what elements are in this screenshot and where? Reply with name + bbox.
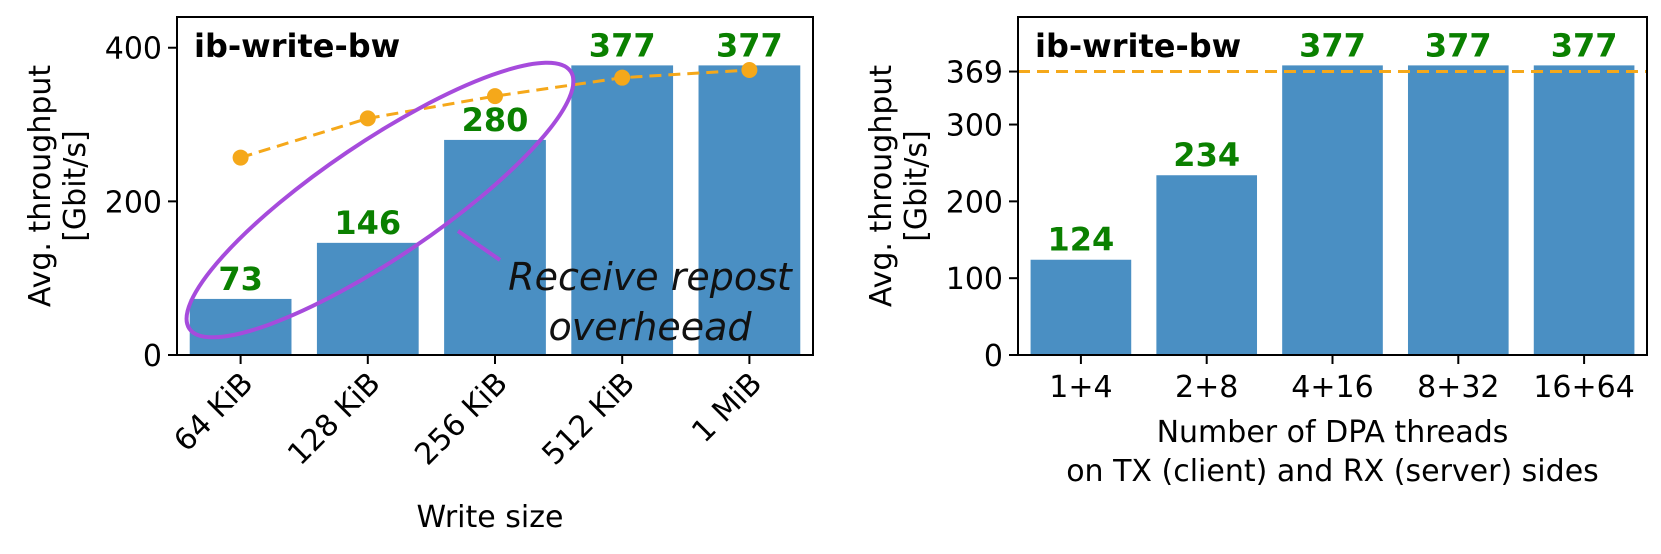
x-tick-label: 64 KiB <box>167 366 260 459</box>
overlay-point-256-kib <box>487 88 503 105</box>
x-axis-label-line-1: Number of DPA threads <box>1157 415 1509 450</box>
y-tick-label: 200 <box>946 185 1003 220</box>
y-tick-label: 400 <box>105 32 162 67</box>
bar-value-label: 377 <box>589 26 656 64</box>
x-tick-label: 128 KiB <box>281 366 387 472</box>
bar-256-kib <box>444 139 546 355</box>
bar-16-64 <box>1533 65 1635 356</box>
bar-1-4 <box>1030 259 1132 355</box>
x-tick-label: 1+4 <box>1049 370 1112 405</box>
bar-2-8 <box>1156 175 1258 355</box>
annotation-text-2: overheead <box>549 305 753 349</box>
x-tick-label: 1 MiB <box>685 366 769 450</box>
bar-value-label: 377 <box>1551 26 1618 64</box>
panel-title: ib-write-bw <box>1035 27 1241 65</box>
bar-value-label: 234 <box>1173 136 1240 174</box>
x-tick-label: 16+64 <box>1533 370 1634 405</box>
panel-title: ib-write-bw <box>194 27 400 65</box>
y-tick-label: 369 <box>946 56 1003 91</box>
bar-4-16 <box>1282 65 1383 356</box>
left-chart-panel: Receive repost overheead 0 200 400 64 KiB 128 … <box>23 16 814 535</box>
bar-64-kib <box>189 298 292 355</box>
y-tick-label: 0 <box>984 339 1003 374</box>
overlay-point-128-kib <box>359 110 376 127</box>
y-tick-label: 300 <box>946 109 1003 144</box>
x-tick-label: 8+32 <box>1417 370 1499 405</box>
x-tick-label: 512 KiB <box>536 366 642 472</box>
bar-value-label: 124 <box>1048 221 1115 259</box>
bar-8-32 <box>1407 65 1509 356</box>
annotation-text-1: Receive repost <box>508 255 794 299</box>
x-tick-label: 4+16 <box>1291 370 1373 405</box>
overlay-point-512-kib <box>614 69 631 86</box>
bar-value-label: 377 <box>1425 26 1492 64</box>
y-tick-label: 0 <box>143 339 162 374</box>
x-axis-label-line-2: on TX (client) and RX (server) sides <box>1066 454 1599 489</box>
y-axis-label-line-2: [Gbit/s] <box>58 130 93 242</box>
bar-1-mib <box>698 65 801 356</box>
y-tick-label: 200 <box>105 185 162 220</box>
y-axis-label-line-1: Avg. throughput <box>864 65 899 308</box>
y-tick-label: 100 <box>946 262 1003 297</box>
x-tick-label: 2+8 <box>1175 370 1238 405</box>
bar-value-label: 73 <box>218 260 263 298</box>
bar-128-kib <box>316 242 419 355</box>
bar-value-label: 377 <box>1299 26 1366 64</box>
y-axis-label-line-1: Avg. throughput <box>23 65 58 308</box>
overlay-point-64-kib <box>232 149 249 166</box>
annotation-pointer <box>456 229 502 262</box>
x-axis-label: Write size <box>417 500 564 535</box>
annotation-ellipse <box>184 60 576 340</box>
overlay-point-1-mib <box>741 62 758 79</box>
bar-value-label: 280 <box>462 101 529 139</box>
bar-value-label: 377 <box>716 26 783 64</box>
bar-512-kib <box>571 65 674 356</box>
bar-value-label: 146 <box>334 204 401 242</box>
y-axis-label-line-2: [Gbit/s] <box>899 130 934 242</box>
x-tick-label: 256 KiB <box>408 366 514 472</box>
right-chart-panel: 0 100 200 300 369 1+4 2+8 4+16 8+32 16+64 124 234 37… <box>864 16 1648 489</box>
